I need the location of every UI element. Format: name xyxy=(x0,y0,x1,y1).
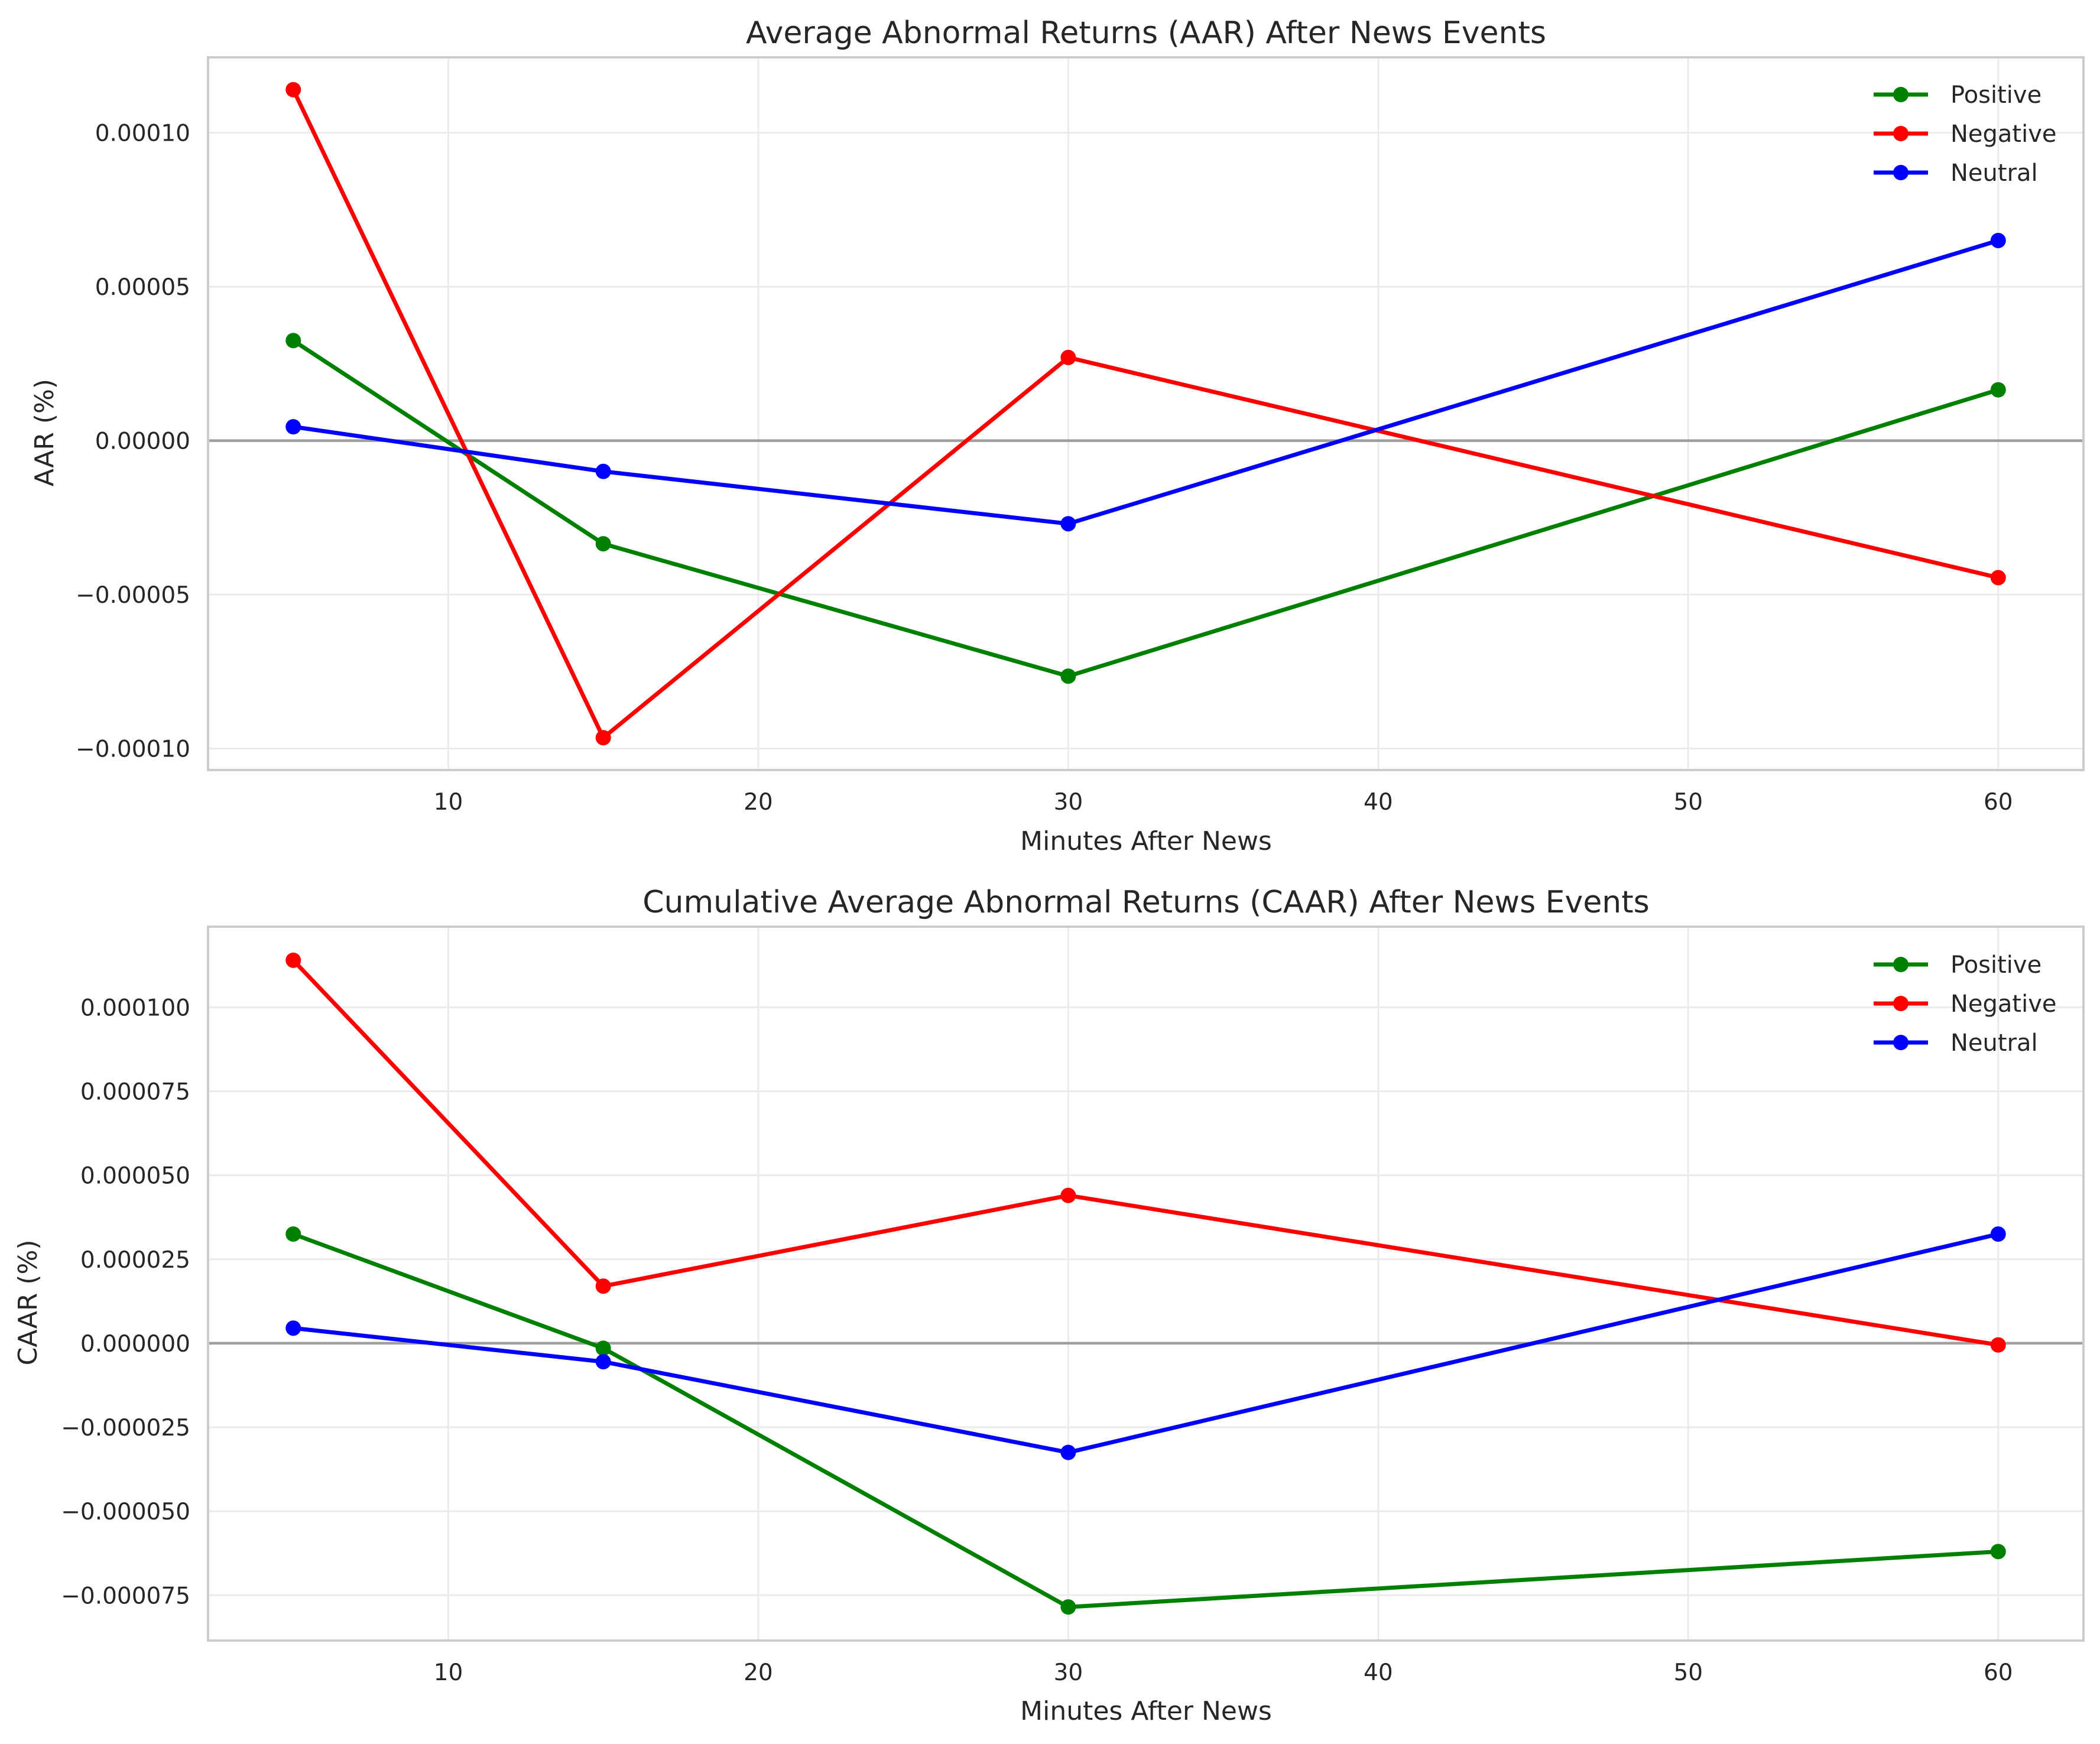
x-tick-label: 50 xyxy=(1673,1659,1703,1686)
x-tick-label: 40 xyxy=(1364,1659,1393,1686)
data-point-negative xyxy=(595,1278,611,1294)
data-point-positive xyxy=(285,333,301,349)
legend-label-positive: Positive xyxy=(1950,82,2041,109)
aar-chart-panel: Average Abnormal Returns (AAR) After New… xyxy=(30,15,2085,856)
y-tick-label: −0.00005 xyxy=(76,582,190,609)
y-tick-label: 0.000025 xyxy=(80,1247,190,1274)
data-point-positive xyxy=(1990,1544,2006,1560)
series-line-negative xyxy=(291,89,1999,740)
x-tick-label: 30 xyxy=(1054,1659,1083,1686)
data-point-neutral xyxy=(285,419,301,435)
x-tick-label: 40 xyxy=(1364,789,1393,816)
x-axis-label: Minutes After News xyxy=(1020,1696,1272,1726)
chart-title: Average Abnormal Returns (AAR) After New… xyxy=(746,15,1546,51)
caar-chart-panel: Cumulative Average Abnormal Returns (CAA… xyxy=(13,885,2085,1726)
data-point-negative xyxy=(595,730,611,746)
y-tick-label: 0.000100 xyxy=(80,995,190,1021)
legend-label-negative: Negative xyxy=(1950,990,2057,1018)
legend-marker-positive xyxy=(1893,87,1908,102)
x-axis-label: Minutes After News xyxy=(1020,826,1272,856)
data-point-negative xyxy=(1990,1337,2006,1353)
x-tick-label: 60 xyxy=(1984,789,2013,816)
y-axis-label: AAR (%) xyxy=(30,379,60,486)
y-tick-label: 0.000075 xyxy=(80,1079,190,1106)
chart-title: Cumulative Average Abnormal Returns (CAA… xyxy=(642,885,1650,920)
data-point-negative xyxy=(1060,1187,1076,1203)
legend-marker-negative xyxy=(1893,996,1908,1011)
y-tick-label: 0.00005 xyxy=(95,274,190,301)
y-tick-label: 0.00010 xyxy=(95,121,190,147)
y-tick-label: −0.000025 xyxy=(61,1415,190,1441)
data-point-neutral xyxy=(595,463,611,479)
x-tick-label: 60 xyxy=(1984,1659,2013,1686)
x-tick-label: 30 xyxy=(1054,789,1083,816)
data-point-neutral xyxy=(1060,516,1076,532)
data-point-neutral xyxy=(595,1354,611,1370)
data-point-neutral xyxy=(285,1320,301,1336)
data-point-positive xyxy=(285,1226,301,1242)
x-tick-label: 50 xyxy=(1673,789,1703,816)
y-tick-label: 0.000000 xyxy=(80,1331,190,1357)
legend: Positive Negative Neutral xyxy=(1874,82,2057,187)
data-point-negative xyxy=(1990,570,2006,586)
legend-label-neutral: Neutral xyxy=(1950,160,2038,187)
y-tick-label: 0.000050 xyxy=(80,1163,190,1190)
legend-marker-positive xyxy=(1893,957,1908,972)
y-tick-label: −0.000075 xyxy=(61,1583,190,1609)
y-tick-label: 0.00000 xyxy=(95,428,190,455)
series-line-positive xyxy=(292,339,1999,678)
x-tick-label: 10 xyxy=(434,1659,463,1686)
series-line-negative xyxy=(291,959,1999,1347)
data-point-negative xyxy=(285,82,301,98)
y-tick-label: −0.000050 xyxy=(61,1499,190,1525)
data-point-positive xyxy=(595,1340,611,1356)
data-point-negative xyxy=(285,952,301,968)
series-line-neutral xyxy=(293,1232,1999,1455)
series-line-neutral xyxy=(293,238,1999,526)
legend-marker-neutral xyxy=(1893,1035,1908,1050)
data-point-positive xyxy=(595,536,611,552)
data-point-positive xyxy=(1990,382,2006,398)
data-point-neutral xyxy=(1060,1444,1076,1460)
x-tick-label: 20 xyxy=(744,789,773,816)
x-tick-label: 20 xyxy=(744,1659,773,1686)
data-point-positive xyxy=(1060,668,1076,684)
legend-label-neutral: Neutral xyxy=(1950,1029,2038,1057)
legend: Positive Negative Neutral xyxy=(1874,951,2057,1057)
legend-marker-negative xyxy=(1893,126,1908,141)
legend-marker-neutral xyxy=(1893,165,1908,180)
data-point-negative xyxy=(1060,349,1076,365)
series-line-positive xyxy=(292,1232,1999,1609)
legend-label-negative: Negative xyxy=(1950,121,2057,148)
legend-label-positive: Positive xyxy=(1950,951,2041,979)
data-point-neutral xyxy=(1990,232,2006,248)
data-point-neutral xyxy=(1990,1226,2006,1242)
data-point-positive xyxy=(1060,1599,1076,1615)
plot-frame xyxy=(207,925,2085,1642)
plot-frame xyxy=(207,56,2085,771)
y-axis-label: CAAR (%) xyxy=(13,1240,43,1366)
x-tick-label: 10 xyxy=(434,789,463,816)
y-tick-label: −0.00010 xyxy=(76,736,190,763)
